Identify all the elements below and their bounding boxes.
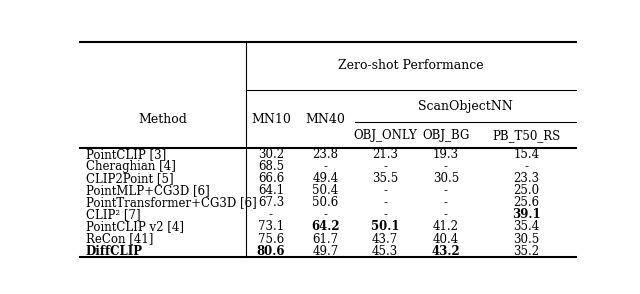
Text: 30.5: 30.5 [513, 233, 540, 245]
Text: 68.5: 68.5 [258, 160, 284, 173]
Text: Zero-shot Performance: Zero-shot Performance [339, 59, 484, 72]
Text: 39.1: 39.1 [512, 208, 541, 221]
Text: PointMLP+CG3D [6]: PointMLP+CG3D [6] [86, 184, 210, 197]
Text: 49.4: 49.4 [312, 172, 339, 185]
Text: 49.7: 49.7 [312, 245, 339, 258]
Text: 50.6: 50.6 [312, 196, 339, 209]
Text: -: - [444, 208, 448, 221]
Text: ScanObjectNN: ScanObjectNN [419, 100, 513, 113]
Text: 40.4: 40.4 [433, 233, 459, 245]
Text: 35.2: 35.2 [513, 245, 540, 258]
Text: CLIP2Point [5]: CLIP2Point [5] [86, 172, 173, 185]
Text: 75.6: 75.6 [258, 233, 284, 245]
Text: 50.1: 50.1 [371, 220, 399, 233]
Text: 43.7: 43.7 [372, 233, 398, 245]
Text: 15.4: 15.4 [513, 148, 540, 161]
Text: 23.3: 23.3 [513, 172, 540, 185]
Text: MN40: MN40 [305, 113, 346, 126]
Text: 25.6: 25.6 [513, 196, 540, 209]
Text: 43.2: 43.2 [431, 245, 460, 258]
Text: 41.2: 41.2 [433, 220, 459, 233]
Text: 64.1: 64.1 [258, 184, 284, 197]
Text: 35.5: 35.5 [372, 172, 398, 185]
Text: ReCon [41]: ReCon [41] [86, 233, 154, 245]
Text: 19.3: 19.3 [433, 148, 459, 161]
Text: DiffCLIP: DiffCLIP [86, 245, 143, 258]
Text: -: - [383, 184, 387, 197]
Text: MN10: MN10 [251, 113, 291, 126]
Text: PB_T50_RS: PB_T50_RS [492, 129, 561, 142]
Text: PointTransformer+CG3D [6]: PointTransformer+CG3D [6] [86, 196, 257, 209]
Text: 50.4: 50.4 [312, 184, 339, 197]
Text: Method: Method [139, 113, 188, 126]
Text: -: - [524, 160, 529, 173]
Text: -: - [323, 160, 328, 173]
Text: 21.3: 21.3 [372, 148, 398, 161]
Text: -: - [323, 208, 328, 221]
Text: OBJ_ONLY: OBJ_ONLY [353, 129, 417, 142]
Text: 64.2: 64.2 [311, 220, 340, 233]
Text: 66.6: 66.6 [258, 172, 284, 185]
Text: 35.4: 35.4 [513, 220, 540, 233]
Text: -: - [269, 208, 273, 221]
Text: Cheraghian [4]: Cheraghian [4] [86, 160, 176, 173]
Text: -: - [383, 208, 387, 221]
Text: 30.2: 30.2 [258, 148, 284, 161]
Text: PointCLIP [3]: PointCLIP [3] [86, 148, 166, 161]
Text: OBJ_BG: OBJ_BG [422, 129, 470, 142]
Text: 67.3: 67.3 [258, 196, 284, 209]
Text: 45.3: 45.3 [372, 245, 398, 258]
Text: 30.5: 30.5 [433, 172, 459, 185]
Text: -: - [444, 160, 448, 173]
Text: 61.7: 61.7 [312, 233, 339, 245]
Text: PointCLIP v2 [4]: PointCLIP v2 [4] [86, 220, 184, 233]
Text: -: - [444, 196, 448, 209]
Text: 25.0: 25.0 [513, 184, 540, 197]
Text: 73.1: 73.1 [258, 220, 284, 233]
Text: 80.6: 80.6 [257, 245, 285, 258]
Text: 23.8: 23.8 [312, 148, 339, 161]
Text: -: - [383, 160, 387, 173]
Text: -: - [444, 184, 448, 197]
Text: -: - [383, 196, 387, 209]
Text: CLIP² [7]: CLIP² [7] [86, 208, 141, 221]
